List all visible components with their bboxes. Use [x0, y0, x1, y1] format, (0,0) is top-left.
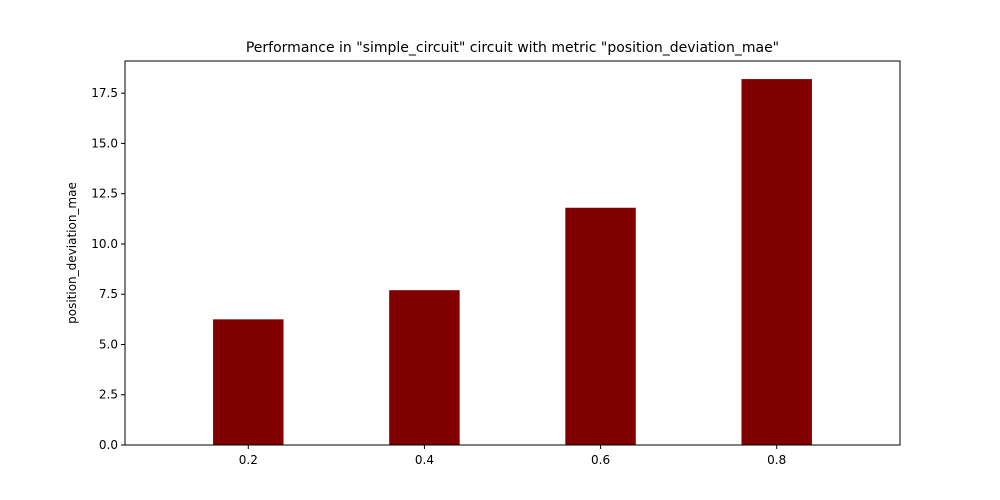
y-tick-label: 7.5 — [99, 287, 118, 301]
bar-0.6 — [565, 207, 636, 445]
bar-0.2 — [213, 319, 284, 445]
bar-0.8 — [741, 79, 812, 445]
x-axis: 0.2 0.4 0.6 0.8 — [239, 445, 786, 467]
bar-0.4 — [389, 290, 460, 445]
x-tick-label: 0.2 — [239, 453, 258, 467]
x-tick-label: 0.8 — [767, 453, 786, 467]
y-tick-label: 10.0 — [91, 237, 118, 251]
y-tick-label: 17.5 — [91, 86, 118, 100]
y-tick-label: 5.0 — [99, 337, 118, 351]
y-tick-label: 15.0 — [91, 136, 118, 150]
x-tick-label: 0.6 — [591, 453, 610, 467]
y-axis-label: position_deviation_mae — [65, 182, 79, 324]
x-tick-label: 0.4 — [415, 453, 434, 467]
y-tick-label: 0.0 — [99, 438, 118, 452]
y-tick-label: 12.5 — [91, 187, 118, 201]
plot-frame — [124, 60, 901, 446]
y-tick-label: 2.5 — [99, 388, 118, 402]
chart-title: Performance in "simple_circuit" circuit … — [246, 40, 779, 56]
bars-layer — [213, 79, 812, 445]
y-axis: 0.0 2.5 5.0 7.5 10.0 12.5 15.0 17.5 — [91, 86, 125, 452]
